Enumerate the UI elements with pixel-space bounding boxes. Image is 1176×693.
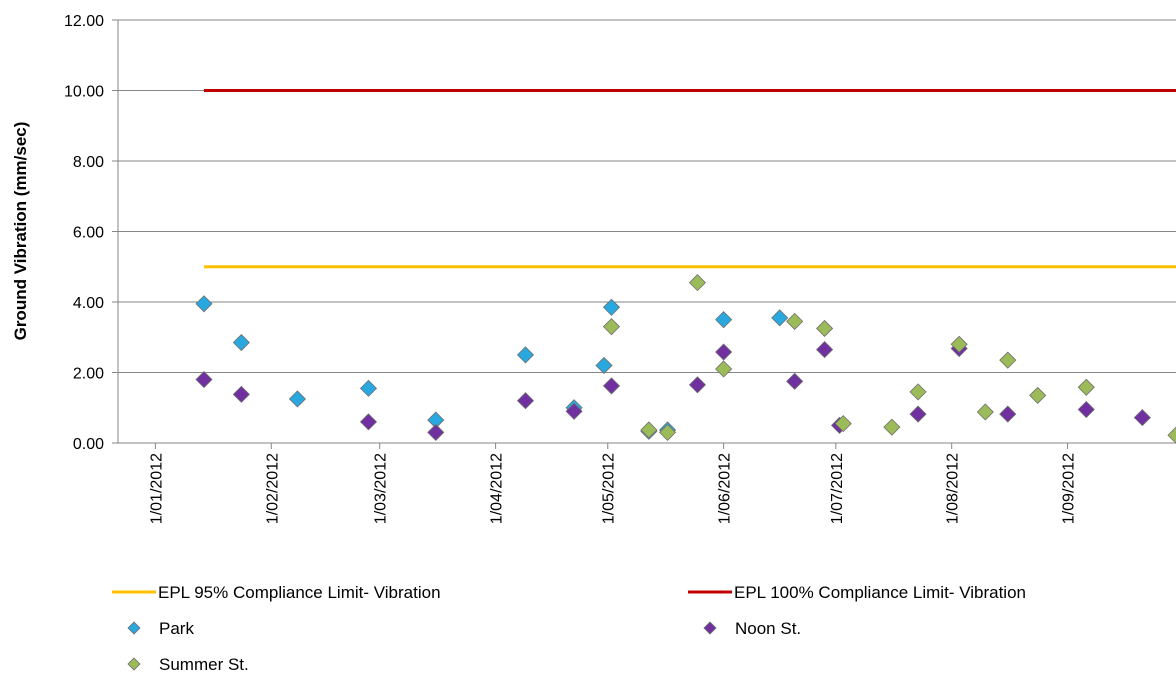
data-point xyxy=(1029,386,1047,404)
y-tick-label: 6.00 xyxy=(73,225,104,242)
data-point xyxy=(883,418,901,436)
data-point xyxy=(516,392,535,410)
y-tick-label: 4.00 xyxy=(73,295,104,312)
data-point xyxy=(999,351,1017,369)
legend-label: Summer St. xyxy=(159,655,249,674)
data-point xyxy=(565,402,583,420)
y-tick-label: 8.00 xyxy=(73,154,104,171)
data-point xyxy=(688,274,707,292)
data-point xyxy=(771,309,789,327)
data-point xyxy=(516,346,535,364)
legend-marker-swatch xyxy=(127,657,141,671)
legend: EPL 95% Compliance Limit- Vibration EPL 1… xyxy=(112,583,1026,674)
data-point xyxy=(232,385,250,403)
legend-label: EPL 100% Compliance Limit- Vibration xyxy=(734,583,1026,602)
data-point xyxy=(976,403,994,421)
data-point xyxy=(602,318,621,336)
data-point xyxy=(715,343,733,361)
data-point xyxy=(715,360,733,378)
data-point xyxy=(909,383,927,401)
y-tick-label: 2.00 xyxy=(73,366,104,383)
y-tick-labels: 0.00 2.00 4.00 6.00 8.00 10.00 12.00 xyxy=(64,13,118,453)
data-points xyxy=(195,274,1176,444)
data-point xyxy=(1077,378,1095,396)
data-point xyxy=(909,405,927,423)
x-tick-label: 1/02/2012 xyxy=(264,453,281,524)
data-point xyxy=(816,319,834,338)
data-point xyxy=(786,372,804,390)
y-axis-title: Ground Vibration (mm/sec) xyxy=(11,122,30,341)
data-point xyxy=(688,376,707,394)
grid-lines xyxy=(118,19,1176,373)
x-tick-label: 1/03/2012 xyxy=(373,453,390,524)
legend-label: Park xyxy=(159,619,194,638)
data-point xyxy=(640,421,658,439)
x-tick-label: 1/09/2012 xyxy=(1061,453,1078,524)
y-tick-label: 0.00 xyxy=(73,436,104,453)
data-point xyxy=(999,405,1017,423)
data-point xyxy=(232,333,250,352)
y-tick-label: 12.00 xyxy=(64,13,104,30)
data-point xyxy=(602,298,621,316)
data-point xyxy=(834,415,852,433)
y-tick-label: 10.00 xyxy=(64,84,104,101)
data-point xyxy=(288,390,307,408)
x-tick-label: 1/06/2012 xyxy=(717,453,734,524)
x-tick-labels: 1/01/2012 1/02/2012 1/03/2012 1/04/2012 1/05… xyxy=(148,443,1078,524)
data-point xyxy=(195,370,213,389)
x-tick-label: 1/08/2012 xyxy=(945,453,962,524)
data-point xyxy=(786,312,804,330)
x-tick-label: 1/04/2012 xyxy=(489,453,506,524)
data-point xyxy=(1133,409,1151,427)
data-point xyxy=(602,377,621,395)
x-tick-label: 1/07/2012 xyxy=(829,453,846,524)
data-point xyxy=(658,423,677,441)
data-point xyxy=(715,311,733,329)
data-point xyxy=(195,295,213,313)
data-point xyxy=(950,335,968,353)
legend-marker-swatch xyxy=(703,621,717,635)
limit-lines xyxy=(203,89,1176,269)
data-point xyxy=(427,423,445,441)
data-point xyxy=(359,413,378,431)
data-point xyxy=(1167,426,1176,444)
x-tick-label: 1/05/2012 xyxy=(601,453,618,524)
data-point xyxy=(359,379,378,397)
legend-label: Noon St. xyxy=(735,619,801,638)
data-point xyxy=(595,356,613,375)
data-point xyxy=(816,341,834,359)
data-point xyxy=(1077,400,1095,419)
legend-label: EPL 95% Compliance Limit- Vibration xyxy=(158,583,441,602)
legend-marker-swatch xyxy=(127,621,141,635)
x-tick-label: 1/01/2012 xyxy=(148,453,165,524)
